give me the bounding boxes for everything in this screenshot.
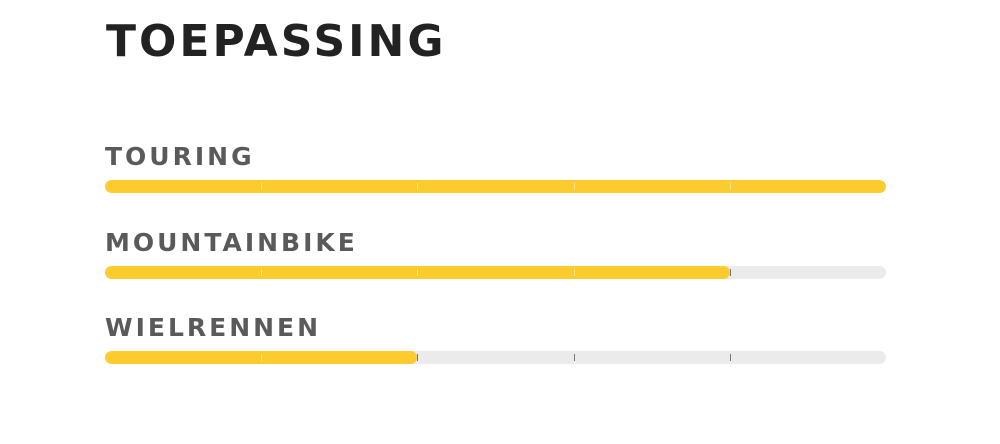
- rating-tick: [729, 269, 731, 276]
- rating-mountainbike: MOUNTAINBIKE: [105, 226, 886, 279]
- section-title: TOEPASSING: [106, 16, 447, 67]
- rating-bar: [105, 180, 886, 193]
- rating-bar: [105, 351, 886, 364]
- rating-tick: [417, 354, 419, 361]
- rating-wielrennen: WIELRENNEN: [105, 311, 886, 364]
- rating-tick: [573, 183, 575, 190]
- rating-tick: [261, 269, 263, 276]
- rating-tick: [729, 354, 731, 361]
- rating-tick: [573, 354, 575, 361]
- rating-tick: [729, 183, 731, 190]
- rating-fill: [105, 180, 886, 193]
- rating-tick: [261, 354, 263, 361]
- rating-tick: [573, 269, 575, 276]
- rating-tick: [417, 183, 419, 190]
- rating-tick: [417, 269, 419, 276]
- rating-touring: TOURING: [105, 140, 886, 193]
- rating-tick: [261, 183, 263, 190]
- rating-label: MOUNTAINBIKE: [105, 228, 358, 257]
- rating-bar: [105, 266, 886, 279]
- rating-label: TOURING: [105, 142, 255, 171]
- rating-label: WIELRENNEN: [105, 313, 322, 342]
